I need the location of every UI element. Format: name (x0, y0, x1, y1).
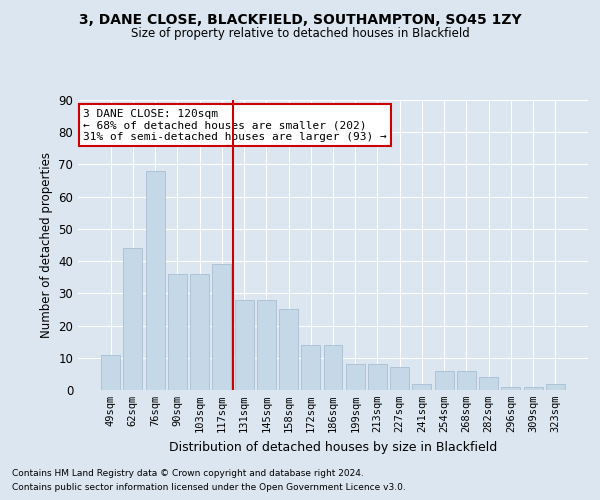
Bar (346, 364, 365, 390)
Bar (368, 364, 387, 390)
Y-axis label: Number of detached properties: Number of detached properties (40, 152, 53, 338)
Text: 3 DANE CLOSE: 120sqm
← 68% of detached houses are smaller (202)
31% of semi-deta: 3 DANE CLOSE: 120sqm ← 68% of detached h… (83, 108, 387, 142)
Bar (457, 370, 476, 390)
Bar (212, 264, 231, 390)
Bar (101, 354, 120, 390)
Bar (235, 300, 254, 390)
Bar (146, 171, 164, 390)
Bar (301, 345, 320, 390)
Bar (390, 368, 409, 390)
Bar (257, 300, 276, 390)
Bar (524, 387, 542, 390)
Bar (546, 384, 565, 390)
X-axis label: Distribution of detached houses by size in Blackfield: Distribution of detached houses by size … (169, 440, 497, 454)
Text: Contains HM Land Registry data © Crown copyright and database right 2024.: Contains HM Land Registry data © Crown c… (12, 468, 364, 477)
Bar (190, 274, 209, 390)
Bar (502, 387, 520, 390)
Bar (479, 377, 498, 390)
Bar (323, 345, 343, 390)
Bar (435, 370, 454, 390)
Text: 3, DANE CLOSE, BLACKFIELD, SOUTHAMPTON, SO45 1ZY: 3, DANE CLOSE, BLACKFIELD, SOUTHAMPTON, … (79, 12, 521, 26)
Bar (279, 310, 298, 390)
Bar (124, 248, 142, 390)
Text: Contains public sector information licensed under the Open Government Licence v3: Contains public sector information licen… (12, 484, 406, 492)
Text: Size of property relative to detached houses in Blackfield: Size of property relative to detached ho… (131, 28, 469, 40)
Bar (412, 384, 431, 390)
Bar (168, 274, 187, 390)
